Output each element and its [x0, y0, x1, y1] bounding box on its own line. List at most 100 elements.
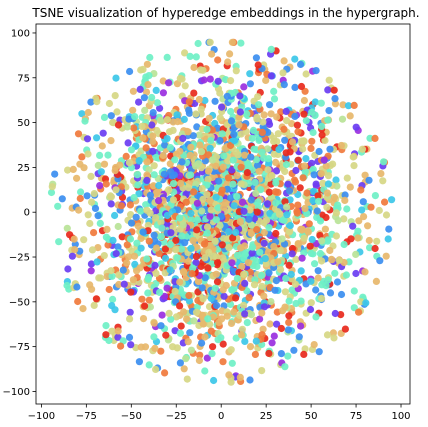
scatter-point: [176, 359, 184, 367]
scatter-point: [238, 198, 247, 206]
scatter-point: [283, 117, 291, 125]
scatter-point: [149, 147, 157, 155]
scatter-point: [127, 146, 136, 154]
scatter-point: [173, 80, 181, 88]
scatter-point: [187, 171, 195, 179]
scatter-point: [229, 234, 237, 242]
scatter-point: [276, 246, 284, 255]
scatter-point: [201, 96, 209, 105]
scatter-point: [385, 225, 393, 233]
scatter-point: [143, 171, 151, 179]
scatter-point: [335, 256, 343, 264]
scatter-point: [114, 222, 122, 231]
scatter-point: [324, 116, 332, 124]
scatter-point: [262, 216, 271, 224]
scatter-point: [217, 334, 225, 342]
scatter-point: [88, 285, 96, 293]
scatter-point: [213, 253, 221, 261]
scatter-point: [232, 334, 240, 342]
scatter-point: [331, 100, 339, 108]
scatter-point: [100, 113, 109, 121]
scatter-point: [312, 180, 320, 188]
scatter-point: [250, 145, 258, 153]
scatter-point: [150, 171, 158, 179]
scatter-point: [163, 284, 171, 292]
scatter-point: [280, 57, 288, 65]
scatter-point: [170, 180, 178, 188]
scatter-point: [152, 269, 160, 277]
scatter-point: [233, 274, 241, 283]
chart-title: TSNE visualization of hyperedge embeddin…: [31, 6, 419, 20]
scatter-point: [288, 286, 296, 294]
scatter-point: [211, 284, 219, 292]
scatter-point: [185, 106, 193, 114]
scatter-point: [156, 288, 164, 296]
scatter-point: [227, 346, 235, 354]
scatter-point: [84, 211, 92, 219]
scatter-point: [183, 375, 191, 383]
scatter-point: [272, 188, 280, 196]
x-tick-label: −100: [28, 411, 55, 422]
scatter-point: [312, 286, 320, 294]
scatter-point: [185, 297, 193, 305]
scatter-point: [318, 122, 326, 130]
scatter-point: [70, 235, 78, 243]
y-tick-label: 0: [24, 208, 30, 219]
scatter-point: [326, 145, 334, 153]
scatter-point: [112, 186, 120, 194]
scatter-point: [165, 186, 173, 194]
scatter-point: [297, 82, 306, 91]
scatter-point: [307, 249, 315, 257]
scatter-point: [358, 206, 366, 214]
scatter-point: [157, 347, 165, 355]
scatter-point: [265, 269, 273, 277]
scatter-point: [87, 267, 95, 275]
scatter-point: [273, 320, 281, 328]
scatter-point: [241, 151, 249, 159]
scatter-point: [105, 285, 113, 294]
scatter-point: [365, 176, 373, 184]
scatter-point: [248, 249, 256, 257]
scatter-point: [163, 135, 171, 143]
scatter-point: [113, 108, 121, 116]
scatter-point: [197, 105, 205, 113]
scatter-point: [73, 174, 81, 182]
scatter-point: [291, 112, 299, 120]
scatter-point: [201, 240, 209, 248]
scatter-point: [308, 159, 316, 167]
scatter-point: [341, 325, 349, 333]
scatter-point: [280, 125, 288, 133]
scatter-point: [275, 210, 284, 218]
scatter-point: [274, 258, 282, 266]
scatter-point: [262, 76, 270, 84]
scatter-point: [258, 148, 266, 156]
scatter-point: [298, 226, 306, 234]
scatter-point: [240, 301, 248, 309]
scatter-point: [272, 229, 280, 238]
scatter-point: [280, 81, 288, 89]
scatter-point: [240, 207, 248, 215]
scatter-point: [172, 313, 180, 321]
scatter-point: [197, 262, 205, 270]
scatter-point: [178, 158, 186, 166]
scatter-point: [371, 134, 379, 142]
scatter-point: [272, 179, 280, 187]
scatter-point: [325, 107, 333, 115]
scatter-point: [314, 274, 322, 282]
scatter-point: [240, 224, 249, 232]
scatter-point: [350, 287, 358, 295]
scatter-point: [258, 367, 266, 375]
scatter-point: [365, 236, 373, 245]
scatter-point: [281, 303, 289, 311]
scatter-point: [187, 346, 195, 354]
scatter-point: [157, 218, 165, 226]
scatter-point: [292, 166, 300, 175]
scatter-point: [243, 169, 251, 177]
scatter-point: [152, 189, 160, 197]
scatter-point: [322, 282, 330, 290]
scatter-point: [324, 276, 332, 284]
scatter-point: [149, 137, 157, 146]
scatter-point: [260, 111, 268, 119]
scatter-point: [228, 38, 236, 46]
